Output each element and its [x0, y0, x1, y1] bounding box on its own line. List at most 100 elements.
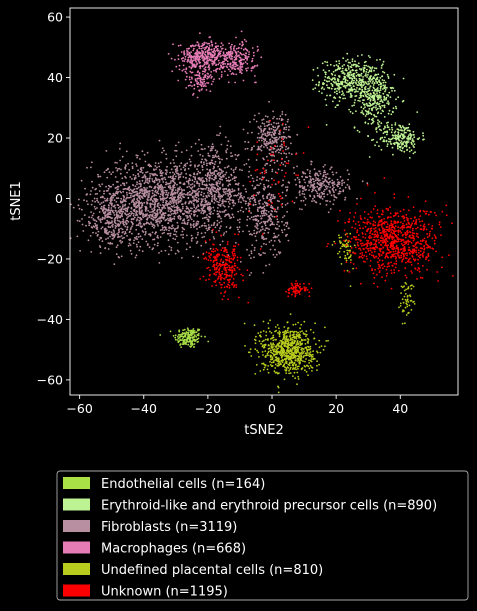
data-point: [255, 120, 258, 123]
data-point: [225, 200, 227, 203]
data-point: [225, 171, 228, 174]
data-point: [391, 128, 394, 131]
data-point: [380, 112, 382, 115]
data-point: [142, 166, 145, 169]
data-point: [361, 86, 363, 89]
data-point: [215, 58, 218, 61]
data-point: [253, 118, 255, 121]
data-point: [208, 174, 211, 177]
data-point: [335, 83, 338, 86]
data-point: [195, 44, 197, 46]
data-point: [274, 248, 276, 251]
data-point: [356, 55, 359, 57]
data-point: [376, 76, 379, 79]
data-point: [206, 63, 208, 65]
data-point: [378, 145, 380, 148]
data-point: [181, 343, 184, 345]
data-point: [268, 127, 271, 129]
data-point: [323, 169, 326, 172]
data-point: [228, 176, 230, 179]
data-point: [189, 210, 192, 212]
data-point: [237, 67, 240, 70]
data-point: [204, 188, 207, 190]
data-point: [127, 220, 130, 223]
data-point: [222, 194, 225, 196]
data-point: [217, 165, 220, 168]
data-point: [165, 197, 168, 200]
data-point: [285, 235, 287, 237]
data-point: [242, 184, 245, 187]
data-point: [298, 181, 301, 184]
data-point: [219, 169, 221, 171]
data-point: [121, 206, 124, 209]
data-point: [254, 203, 257, 206]
data-point: [219, 225, 222, 228]
data-point: [207, 59, 210, 62]
data-point: [203, 61, 206, 64]
data-point: [98, 190, 101, 192]
data-point: [220, 143, 223, 146]
data-point: [237, 219, 239, 222]
data-point: [273, 116, 275, 118]
data-point: [331, 85, 334, 87]
data-point: [275, 122, 278, 125]
data-point: [278, 200, 280, 203]
data-point: [325, 187, 328, 190]
data-point: [154, 231, 157, 234]
data-point: [173, 218, 176, 220]
data-point: [282, 135, 285, 138]
data-point: [287, 129, 290, 131]
data-point: [222, 53, 225, 55]
data-point: [262, 209, 265, 212]
data-point: [151, 192, 154, 195]
data-point: [122, 182, 125, 185]
data-point: [178, 334, 181, 336]
data-point: [333, 77, 336, 79]
data-point: [107, 242, 110, 245]
data-point: [153, 226, 155, 229]
data-point: [158, 222, 161, 224]
data-point: [196, 182, 199, 185]
data-point: [221, 211, 224, 213]
data-point: [260, 229, 262, 231]
data-point: [122, 199, 125, 202]
data-point: [153, 197, 156, 200]
data-point: [194, 165, 196, 168]
data-point: [144, 205, 147, 208]
data-point: [367, 65, 369, 68]
data-point: [180, 346, 183, 348]
data-point: [206, 164, 208, 167]
data-point: [324, 73, 327, 76]
data-point: [312, 197, 314, 200]
data-point: [336, 87, 339, 90]
data-point: [277, 148, 280, 151]
data-point: [106, 216, 108, 219]
data-point: [331, 181, 334, 184]
data-point: [364, 88, 367, 91]
data-point: [159, 171, 162, 174]
data-point: [263, 129, 266, 132]
data-point: [217, 191, 220, 194]
data-point: [227, 165, 230, 168]
data-point: [173, 230, 176, 232]
data-point: [192, 224, 195, 227]
data-point: [335, 69, 337, 71]
data-point: [155, 168, 157, 171]
data-point: [201, 208, 204, 211]
data-point: [116, 214, 118, 216]
data-point: [139, 158, 141, 160]
data-point: [276, 236, 278, 238]
data-point: [355, 89, 357, 91]
data-point: [212, 145, 215, 148]
data-point: [177, 226, 179, 229]
data-point: [368, 108, 371, 110]
data-point: [367, 104, 370, 107]
data-point: [198, 190, 200, 193]
data-point: [328, 87, 331, 89]
data-point: [195, 331, 198, 334]
data-point: [323, 192, 326, 195]
data-point: [271, 356, 274, 358]
data-point: [344, 196, 347, 199]
data-point: [132, 242, 135, 245]
data-point: [191, 186, 194, 189]
